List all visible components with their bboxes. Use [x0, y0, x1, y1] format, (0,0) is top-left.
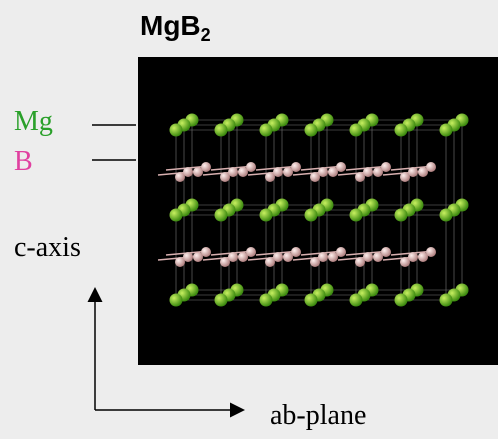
b-atom: [201, 162, 211, 172]
b-atom: [381, 247, 391, 257]
b-atom: [201, 247, 211, 257]
b-atom: [408, 167, 418, 177]
b-atom: [246, 162, 256, 172]
b-atom: [228, 252, 238, 262]
diagram: [0, 0, 498, 439]
mg-atom: [215, 124, 228, 137]
mg-atom: [395, 209, 408, 222]
mg-atom: [440, 209, 453, 222]
mg-atom: [395, 294, 408, 307]
b-atom: [363, 252, 373, 262]
b-atom: [183, 252, 193, 262]
mg-atom: [350, 124, 363, 137]
mg-atom: [305, 124, 318, 137]
b-atom: [246, 247, 256, 257]
b-atom: [336, 247, 346, 257]
page: MgB2 Mg B c-axis ab-plane (() => { const…: [0, 0, 498, 439]
mg-atom: [260, 124, 273, 137]
b-atom: [318, 252, 328, 262]
b-atom: [363, 167, 373, 177]
mg-atom: [260, 209, 273, 222]
b-atom: [273, 167, 283, 177]
b-atom: [426, 162, 436, 172]
b-atom: [318, 167, 328, 177]
mg-atom: [440, 294, 453, 307]
mg-atom: [305, 209, 318, 222]
b-atom: [291, 162, 301, 172]
b-atom: [426, 247, 436, 257]
b-atom: [381, 162, 391, 172]
mg-atom: [170, 209, 183, 222]
b-atom: [291, 247, 301, 257]
mg-atom: [260, 294, 273, 307]
mg-atom: [215, 294, 228, 307]
mg-atom: [350, 294, 363, 307]
b-atom: [408, 252, 418, 262]
mg-atom: [170, 294, 183, 307]
mg-atom: [440, 124, 453, 137]
mg-atom: [395, 124, 408, 137]
mg-atom: [170, 124, 183, 137]
b-atom: [183, 167, 193, 177]
b-atom: [228, 167, 238, 177]
mg-atom: [305, 294, 318, 307]
b-atom: [336, 162, 346, 172]
mg-atom: [215, 209, 228, 222]
b-atom: [273, 252, 283, 262]
mg-atom: [350, 209, 363, 222]
